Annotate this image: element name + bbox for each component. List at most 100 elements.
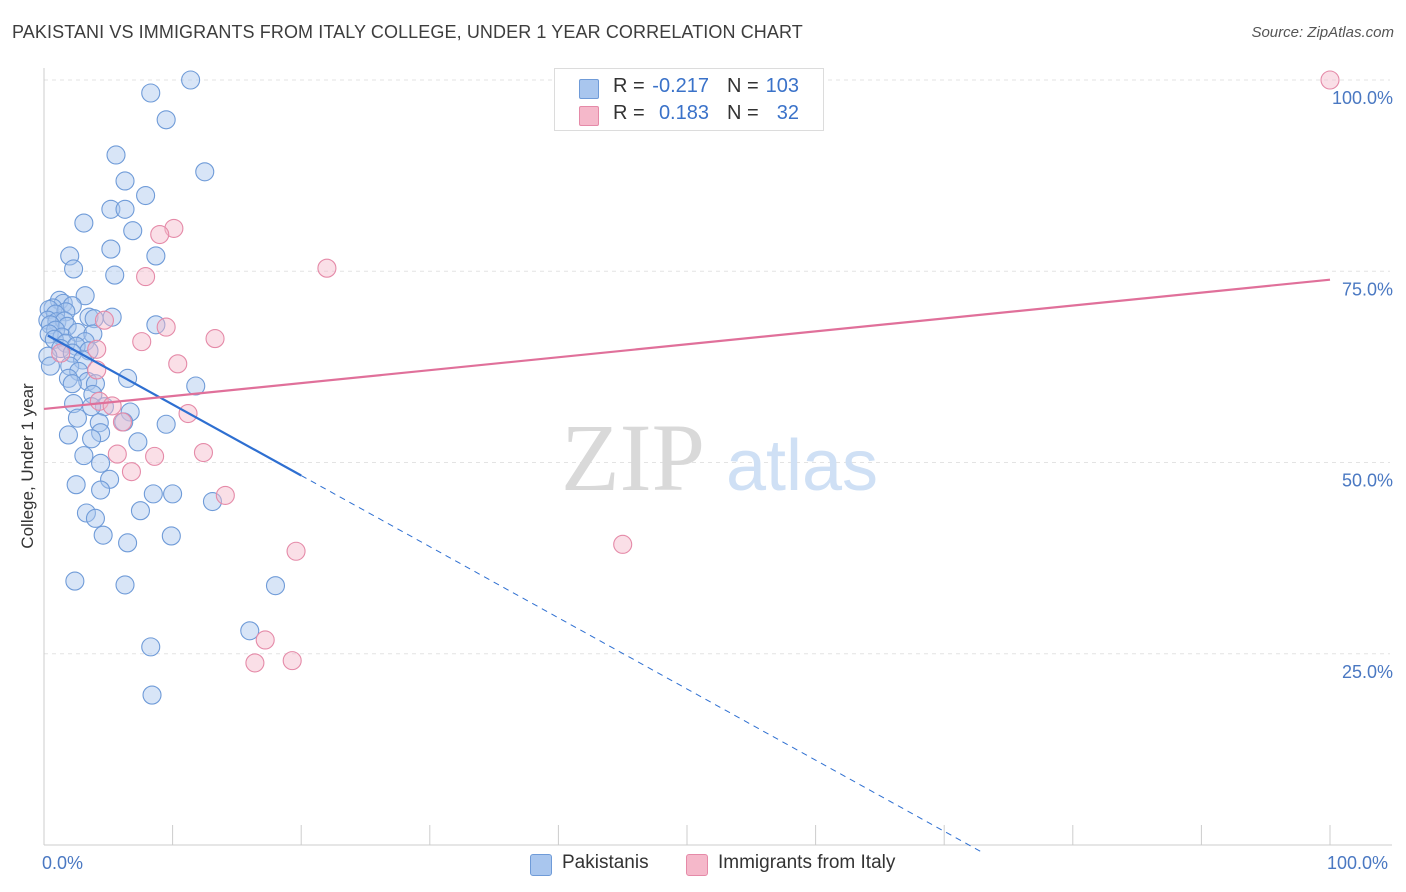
x-tick-label-max: 100.0% <box>1327 853 1389 873</box>
point-pakistanis <box>105 265 125 285</box>
source-note: Source: ZipAtlas.com <box>1251 24 1394 41</box>
legend-r-value-pakistanis: -0.217 <box>652 75 709 97</box>
legend-n-label: N = <box>727 102 759 124</box>
point-italy <box>87 339 107 359</box>
point-pakistanis <box>142 685 162 705</box>
point-pakistanis <box>101 239 121 259</box>
legend-n-label: N = <box>727 75 759 97</box>
point-pakistanis <box>75 286 95 306</box>
point-pakistanis <box>74 213 94 233</box>
point-italy <box>156 317 176 337</box>
point-pakistanis <box>58 368 78 388</box>
legend-swatch-italy <box>579 106 599 126</box>
y-tick-label: 25.0% <box>1342 662 1393 682</box>
point-pakistanis <box>101 199 121 219</box>
point-italy <box>121 462 141 482</box>
point-pakistanis <box>57 316 77 336</box>
point-pakistanis <box>186 376 206 396</box>
point-pakistanis <box>40 356 60 376</box>
point-italy <box>215 485 235 505</box>
point-pakistanis <box>66 475 86 495</box>
point-pakistanis <box>106 145 126 165</box>
point-italy <box>89 391 109 411</box>
point-pakistanis <box>240 621 260 641</box>
point-pakistanis <box>136 185 156 206</box>
point-italy <box>282 651 302 671</box>
point-italy <box>112 412 132 432</box>
point-pakistanis <box>115 575 135 595</box>
point-pakistanis <box>75 332 95 352</box>
point-italy <box>164 218 184 238</box>
legend-swatch-pakistanis <box>530 854 552 876</box>
point-pakistanis <box>146 246 166 266</box>
point-pakistanis <box>65 571 85 591</box>
point-italy <box>245 653 265 673</box>
point-italy <box>145 446 165 466</box>
legend-row-pakistanis: R = -0.217 N = 103 <box>555 75 823 101</box>
point-italy <box>1320 70 1340 90</box>
point-pakistanis <box>91 480 111 500</box>
trendline-pakistanis-extension <box>300 475 984 854</box>
point-pakistanis <box>118 533 138 553</box>
legend-swatch-italy <box>686 854 708 876</box>
point-pakistanis <box>181 70 201 90</box>
point-pakistanis <box>85 508 105 528</box>
point-pakistanis <box>67 408 87 428</box>
point-pakistanis <box>141 637 161 657</box>
legend-row-italy: R = 0.183 N = 32 <box>555 102 823 128</box>
chart-title: PAKISTANI VS IMMIGRANTS FROM ITALY COLLE… <box>12 22 803 42</box>
point-italy <box>132 332 152 352</box>
legend-label-pakistanis: Pakistanis <box>562 852 649 873</box>
point-pakistanis <box>130 501 150 521</box>
point-italy <box>317 258 337 278</box>
correlation-legend: R = -0.217 N = 103 R = 0.183 N = 32 <box>554 68 824 131</box>
watermark-zip: ZIP <box>561 404 705 511</box>
point-pakistanis <box>195 162 215 182</box>
point-pakistanis <box>93 525 113 545</box>
trendline-italy <box>43 278 1331 411</box>
watermark-atlas: atlas <box>726 426 878 506</box>
point-pakistanis <box>74 446 94 466</box>
point-pakistanis <box>163 484 183 504</box>
y-tick-label: 50.0% <box>1342 471 1393 491</box>
legend-n-value-italy: 32 <box>776 102 799 124</box>
point-pakistanis <box>115 199 135 219</box>
point-italy <box>255 630 275 650</box>
point-pakistanis <box>265 576 286 596</box>
point-pakistanis <box>89 413 109 433</box>
x-tick-label-min: 0.0% <box>42 853 84 873</box>
point-italy <box>193 443 214 463</box>
legend-r-label: R = <box>613 102 645 124</box>
series-legend: Pakistanis Immigrants from Italy <box>0 852 1406 878</box>
point-pakistanis <box>143 484 163 504</box>
trendline-pakistanis <box>47 334 302 477</box>
point-italy <box>51 343 71 363</box>
legend-r-label: R = <box>613 75 645 97</box>
legend-n-value-pakistanis: 103 <box>765 75 799 97</box>
point-italy <box>94 310 114 330</box>
point-italy <box>168 354 188 374</box>
point-pakistanis <box>91 453 111 473</box>
y-tick-label: 75.0% <box>1342 279 1393 299</box>
point-pakistanis <box>123 221 143 241</box>
point-pakistanis <box>82 429 102 449</box>
legend-r-value-italy: 0.183 <box>658 102 709 124</box>
point-pakistanis <box>115 171 135 191</box>
point-italy <box>136 267 156 287</box>
point-pakistanis <box>128 432 148 452</box>
point-italy <box>102 396 122 416</box>
point-pakistanis <box>76 503 96 523</box>
point-pakistanis <box>161 526 181 546</box>
point-pakistanis <box>120 402 140 422</box>
point-italy <box>286 541 306 561</box>
point-italy <box>613 534 633 554</box>
point-pakistanis <box>156 414 176 434</box>
point-pakistanis <box>58 425 78 445</box>
point-pakistanis <box>156 110 176 130</box>
point-pakistanis <box>84 309 104 329</box>
legend-swatch-pakistanis <box>579 79 599 99</box>
y-tick-label: 100.0% <box>1332 88 1393 108</box>
point-pakistanis <box>64 259 84 279</box>
